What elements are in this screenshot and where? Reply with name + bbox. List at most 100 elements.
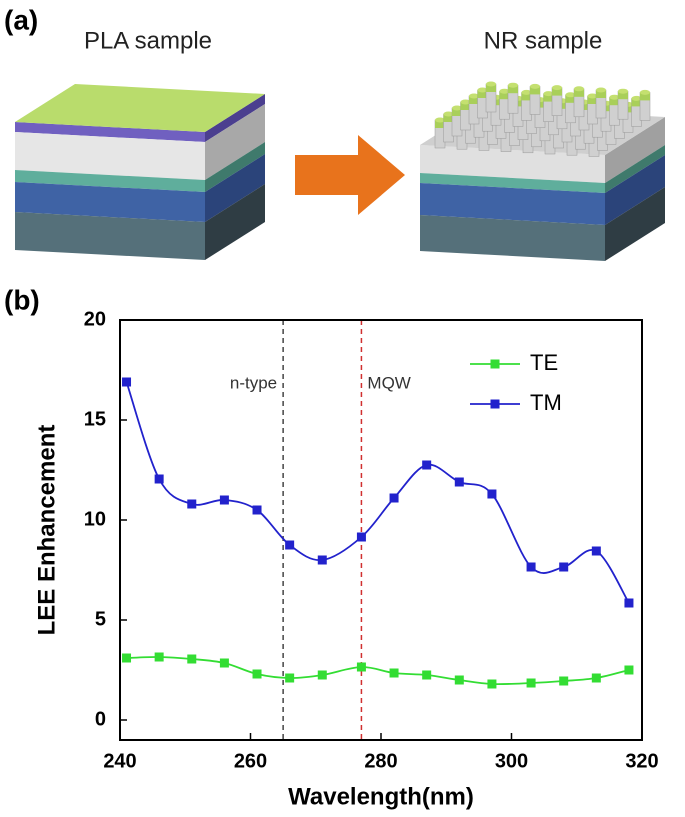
data-point — [422, 670, 432, 680]
layer-side — [605, 187, 665, 261]
data-point — [317, 670, 327, 680]
nanorod-cap — [530, 86, 540, 95]
nanorod-top — [508, 82, 518, 88]
data-point — [526, 562, 536, 572]
nanorod-cap — [609, 97, 620, 106]
y-tick-label: 0 — [95, 708, 106, 730]
y-tick-label: 5 — [95, 608, 106, 630]
layer-front — [420, 145, 605, 183]
data-point — [454, 675, 464, 685]
nanorod-top — [477, 87, 488, 93]
data-point — [219, 495, 229, 505]
data-point — [356, 532, 366, 542]
nanorod-cap — [477, 90, 488, 98]
nanorod-cap — [443, 114, 454, 122]
nanorod-top — [565, 92, 576, 98]
nanorod-top — [460, 99, 471, 105]
nanorod-cap — [508, 85, 518, 94]
data-point — [285, 540, 295, 550]
data-point — [389, 668, 399, 678]
nanorod-top — [640, 89, 650, 95]
nanorod-cap — [521, 92, 532, 101]
data-point — [187, 499, 197, 509]
x-axis-title: Wavelength(nm) — [288, 783, 474, 810]
nanorod-cap — [631, 98, 642, 107]
layer-front — [15, 182, 205, 222]
data-point — [454, 477, 464, 487]
panel-label: (b) — [4, 284, 40, 315]
nanorod-top — [609, 94, 620, 100]
data-point — [187, 654, 197, 664]
nanorod-top — [543, 91, 554, 97]
data-point — [624, 665, 634, 675]
caption: PLA sample — [84, 27, 212, 54]
nanorod-cap — [552, 87, 562, 96]
nanorod-top — [587, 93, 598, 99]
data-point — [154, 474, 164, 484]
data-point — [219, 658, 229, 668]
legend-marker — [490, 399, 500, 409]
layer-side — [205, 184, 265, 260]
data-point — [591, 673, 601, 683]
legend-label: TE — [530, 350, 558, 375]
nanorod-top — [499, 88, 510, 94]
layer-side — [605, 117, 665, 183]
data-point — [285, 673, 295, 683]
nanorod-cap — [486, 84, 496, 92]
nanorod-top — [596, 87, 606, 93]
layer-side — [605, 145, 665, 193]
layer-front — [420, 173, 605, 193]
y-tick-label: 15 — [84, 408, 106, 430]
arrow — [295, 135, 405, 215]
layer-side — [205, 154, 265, 222]
data-point — [252, 669, 262, 679]
illustration — [15, 81, 665, 261]
data-point — [559, 562, 569, 572]
x-tick-label: 280 — [364, 750, 397, 772]
data-point — [487, 489, 497, 499]
data-point — [317, 555, 327, 565]
data-point — [122, 653, 132, 663]
layer-front — [15, 132, 205, 180]
nanorod-top — [530, 83, 540, 89]
nanorod-cap — [435, 120, 445, 128]
plot-frame — [119, 319, 643, 741]
data-point — [356, 662, 366, 672]
data-point — [154, 652, 164, 662]
nanorod-cap — [543, 93, 554, 102]
data-point — [422, 460, 432, 470]
nanorod-cap — [452, 108, 462, 116]
y-axis-title: LEE Enhancement — [33, 425, 60, 636]
nanorod-cap — [565, 94, 576, 103]
data-point — [122, 377, 132, 387]
layer-side — [205, 94, 265, 142]
y-tick-label: 20 — [84, 308, 106, 330]
nanorod-cap — [499, 91, 510, 100]
nanorod-top — [552, 85, 562, 91]
nanorod-cap — [618, 91, 628, 100]
x-tick-label: 300 — [495, 750, 528, 772]
layer-side — [205, 104, 265, 180]
layer-front — [15, 122, 205, 142]
x-tick-label: 260 — [234, 750, 267, 772]
layer-front — [15, 170, 205, 192]
series-line — [126, 656, 630, 686]
nanorod-cap — [469, 96, 479, 104]
nanorod-top — [486, 81, 496, 87]
nanorod-top — [631, 95, 642, 101]
nanorod-cap — [596, 90, 606, 98]
nanorod-top — [574, 86, 584, 92]
panel-label: (a) — [4, 4, 38, 35]
nanorod-cap — [587, 96, 598, 104]
legend-marker — [490, 359, 500, 369]
data-point — [591, 546, 601, 556]
data-point — [487, 679, 497, 689]
data-point — [559, 676, 569, 686]
x-tick-label: 320 — [625, 750, 658, 772]
nanorod-top — [452, 105, 462, 111]
data-point — [624, 598, 634, 608]
nanorod-top — [469, 93, 479, 99]
y-tick-label: 10 — [84, 508, 106, 530]
